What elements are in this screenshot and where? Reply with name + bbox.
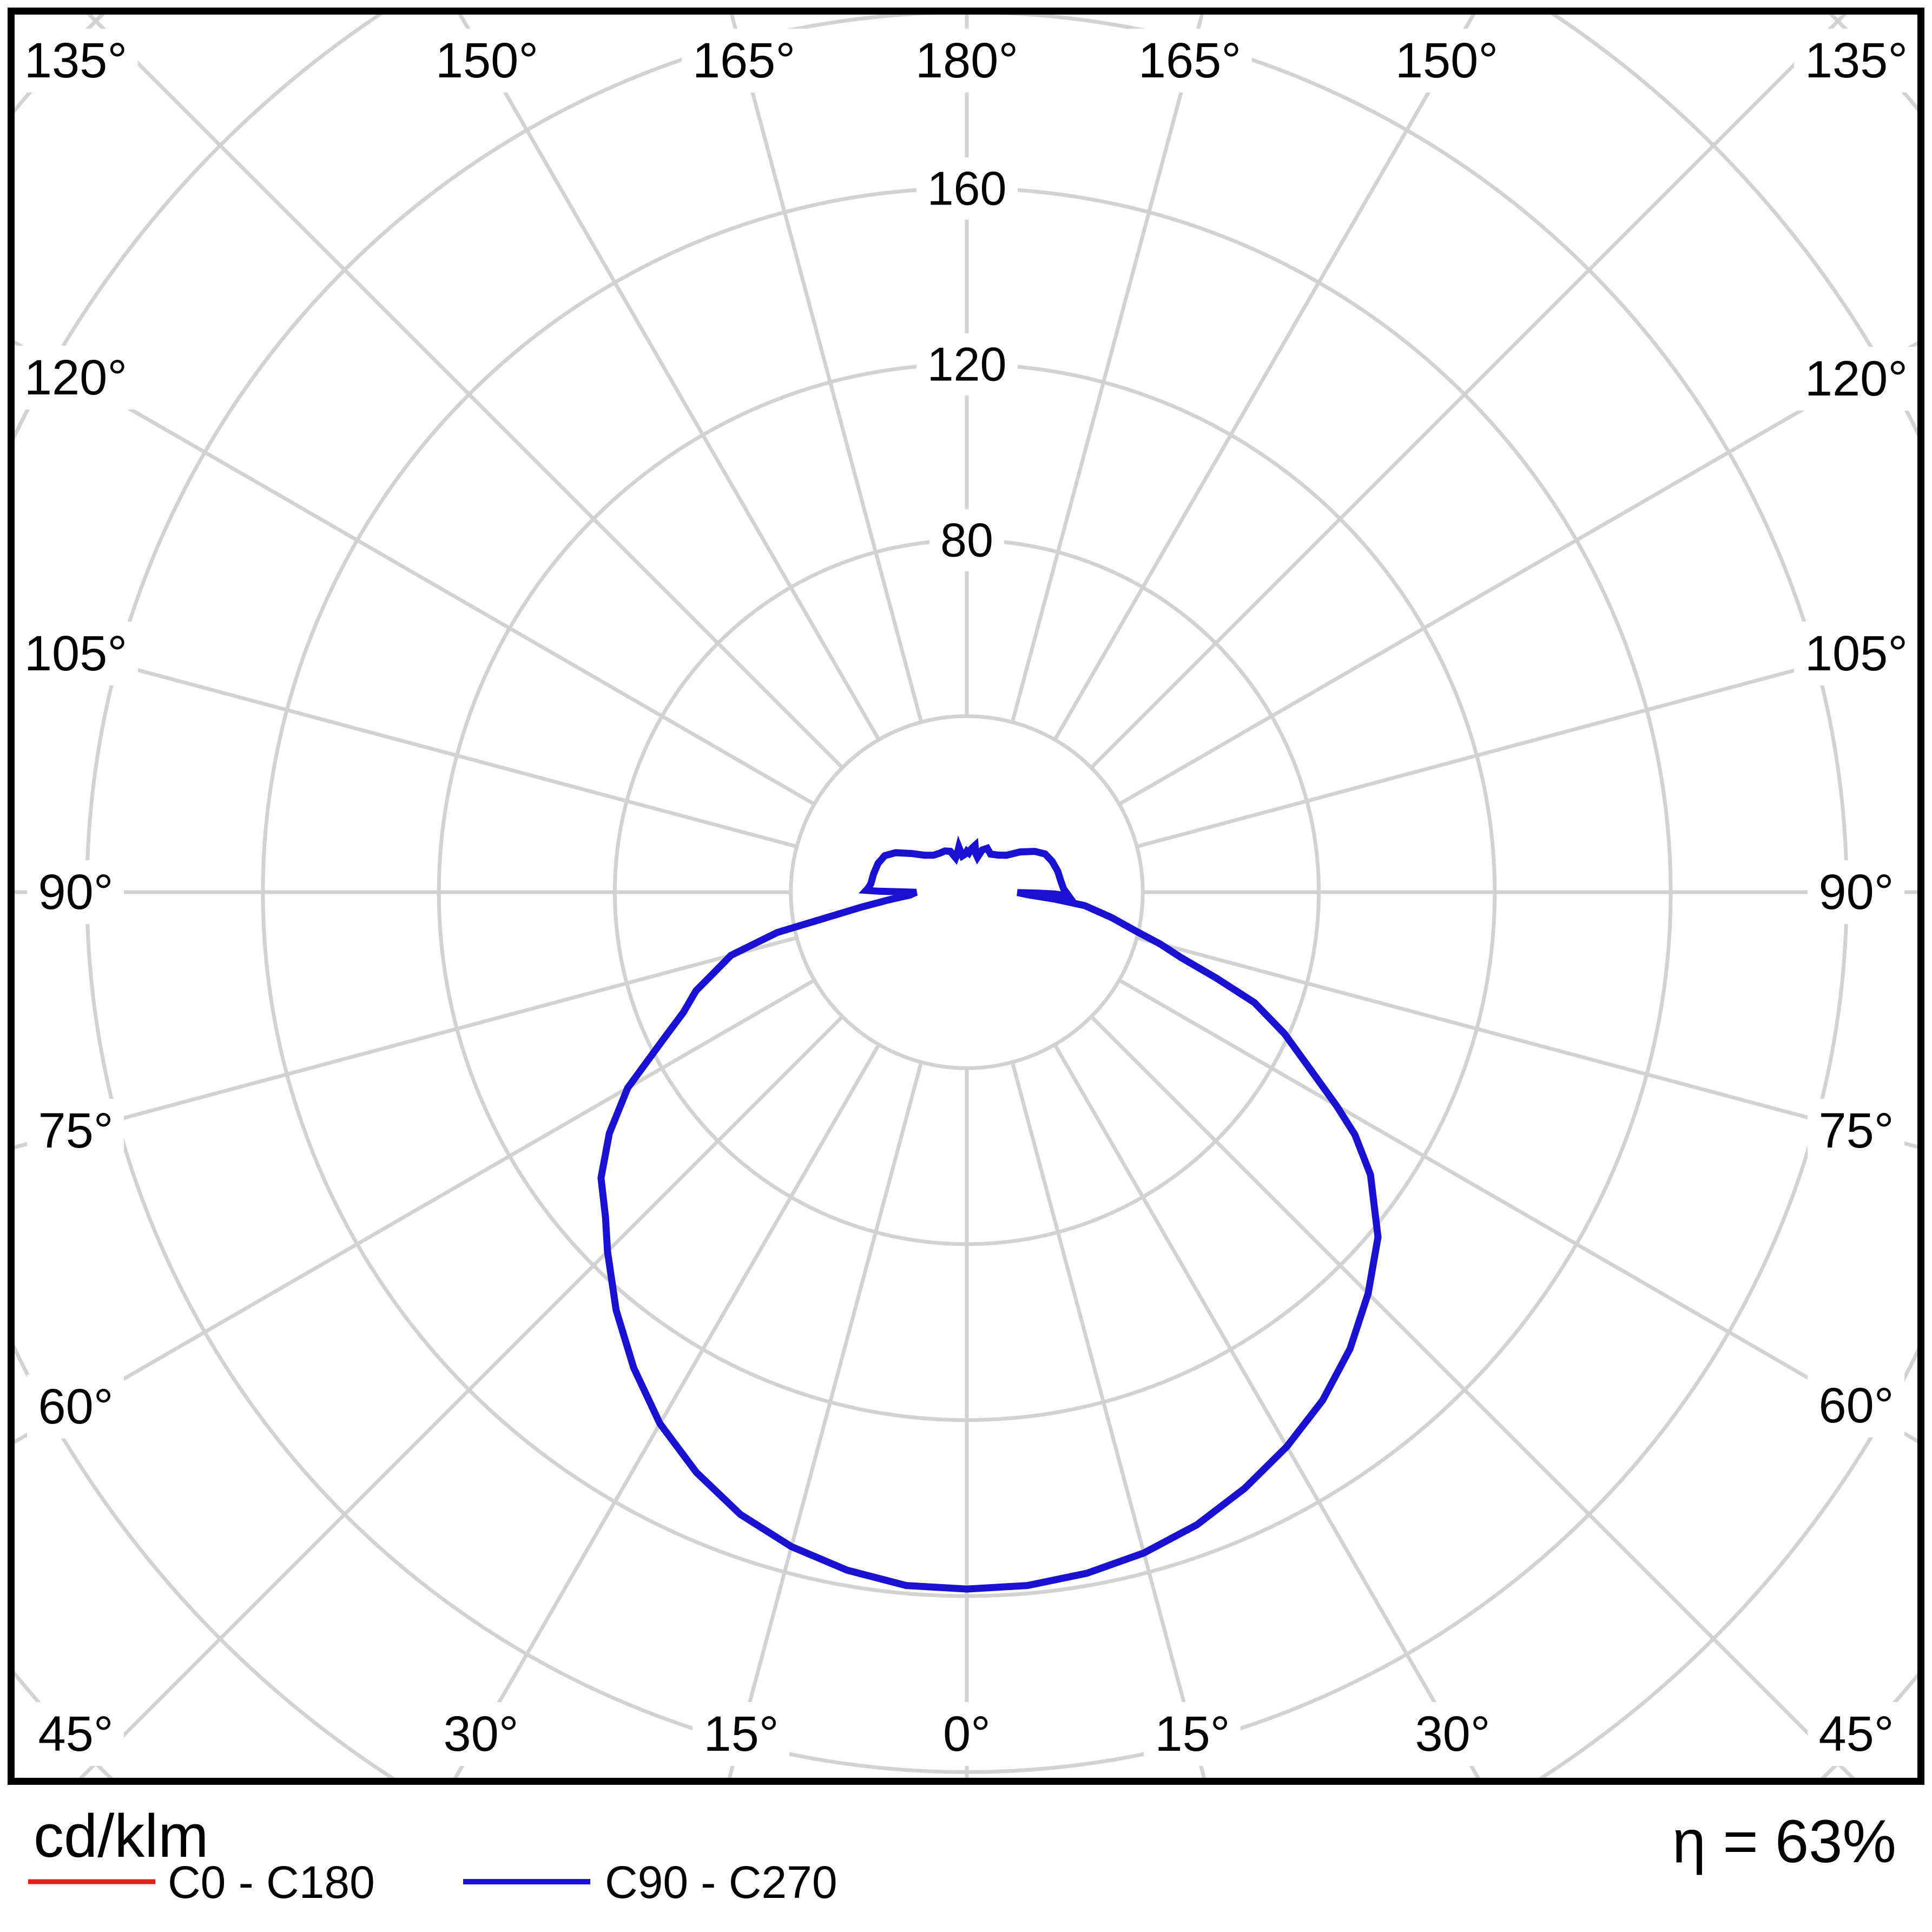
legend: C0 - C180 C90 - C270	[28, 1857, 838, 1908]
angle-label-105-left: 105°	[24, 626, 127, 681]
angle-label-180: 180°	[915, 33, 1018, 88]
angle-label-90-right: 90°	[1818, 865, 1894, 920]
angle-label-135-left: 135°	[24, 33, 127, 88]
angle-label-105-right: 105°	[1805, 626, 1908, 681]
angle-label-30-left: 30°	[443, 1706, 518, 1762]
angle-label-15-right: 15°	[1155, 1706, 1230, 1762]
unit-label: cd/klm	[34, 1802, 209, 1870]
angle-label-0: 0°	[943, 1706, 991, 1762]
angle-label-165-right: 165°	[1138, 33, 1241, 88]
angle-label-120-left: 120°	[24, 350, 127, 405]
angle-label-45-right: 45°	[1818, 1706, 1894, 1762]
axis-labels: 180° 165° 165° 150° 150° 135° 135° 120° 120° 105°…	[24, 33, 1908, 1762]
legend-label-c0-c180: C0 - C180	[168, 1857, 375, 1908]
angle-label-120-right: 120°	[1805, 351, 1908, 406]
angle-label-15-left: 15°	[703, 1706, 779, 1762]
angle-label-60-left: 60°	[38, 1379, 113, 1434]
angle-label-75-right: 75°	[1818, 1103, 1894, 1158]
angle-label-135-right: 135°	[1805, 33, 1908, 88]
angle-label-30-right: 30°	[1415, 1706, 1490, 1762]
radial-tick-label-120: 120	[927, 338, 1007, 391]
angle-label-165-left: 165°	[693, 33, 795, 88]
angle-label-150-right: 150°	[1395, 33, 1498, 88]
efficiency-value: η = 63%	[1672, 1808, 1896, 1875]
plot-border	[8, 8, 1924, 1785]
angle-label-75-left: 75°	[38, 1103, 113, 1158]
legend-label-c90-c270: C90 - C270	[605, 1857, 838, 1908]
radial-tick-label-160: 160	[927, 162, 1007, 215]
angle-label-90-left: 90°	[38, 865, 113, 920]
label-backgrounds	[14, 29, 1918, 1766]
radial-tick-label-80: 80	[940, 513, 993, 567]
angle-label-45-left: 45°	[38, 1706, 113, 1762]
angle-label-150-left: 150°	[436, 33, 538, 88]
angle-label-60-right: 60°	[1818, 1378, 1894, 1433]
curve-c90-c270	[597, 835, 1382, 1593]
